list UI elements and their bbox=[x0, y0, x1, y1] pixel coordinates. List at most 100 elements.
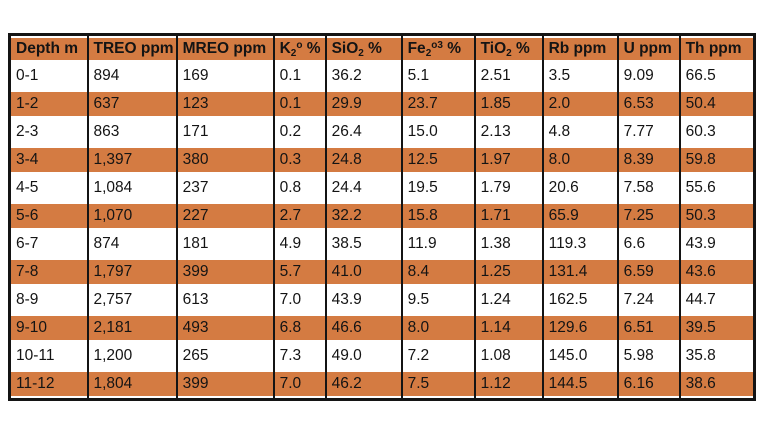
value-cell: 1.85 bbox=[473, 90, 544, 118]
value-cell: 181 bbox=[175, 230, 275, 258]
value-cell: 2.7 bbox=[272, 202, 327, 230]
value-cell: 894 bbox=[86, 62, 178, 90]
value-cell: 169 bbox=[175, 62, 275, 90]
value-cell: 399 bbox=[175, 258, 275, 286]
value-cell: 145.0 bbox=[541, 342, 619, 370]
value-cell: 2.51 bbox=[473, 62, 544, 90]
column-header: TREO ppm bbox=[86, 34, 178, 62]
value-cell: 5.98 bbox=[616, 342, 681, 370]
assay-table: Depth m TREO ppm MREO ppm K2o % SiO2 % Fe2o3 … bbox=[8, 33, 757, 401]
value-cell: 1,797 bbox=[86, 258, 178, 286]
value-cell: 1,397 bbox=[86, 146, 178, 174]
value-cell: 7.5 bbox=[400, 370, 476, 400]
value-cell: 35.8 bbox=[678, 342, 756, 370]
value-cell: 0.3 bbox=[272, 146, 327, 174]
value-cell: 7.2 bbox=[400, 342, 476, 370]
value-cell: 8.4 bbox=[400, 258, 476, 286]
value-cell: 43.9 bbox=[678, 230, 756, 258]
table-row: 3-4 1,397 380 0.3 24.8 12.5 1.97 8.0 8.39 59.8 bbox=[8, 146, 756, 174]
value-cell: 613 bbox=[175, 286, 275, 314]
value-cell: 12.5 bbox=[400, 146, 476, 174]
value-cell: 5.1 bbox=[400, 62, 476, 90]
value-cell: 46.2 bbox=[324, 370, 403, 400]
value-cell: 38.5 bbox=[324, 230, 403, 258]
value-cell: 43.9 bbox=[324, 286, 403, 314]
value-cell: 1.38 bbox=[473, 230, 544, 258]
value-cell: 19.5 bbox=[400, 174, 476, 202]
value-cell: 2,181 bbox=[86, 314, 178, 342]
value-cell: 6.51 bbox=[616, 314, 681, 342]
column-header: SiO2 % bbox=[324, 34, 403, 62]
table-row: 10-11 1,200 265 7.3 49.0 7.2 1.08 145.0 5.98 35.8 bbox=[8, 342, 756, 370]
table-header: Depth m TREO ppm MREO ppm K2o % SiO2 % Fe2o3 … bbox=[8, 34, 756, 62]
value-cell: 1,070 bbox=[86, 202, 178, 230]
value-cell: 6.8 bbox=[272, 314, 327, 342]
value-cell: 2.13 bbox=[473, 118, 544, 146]
value-cell: 44.7 bbox=[678, 286, 756, 314]
depth-cell: 11-12 bbox=[8, 370, 89, 400]
table-row: 9-10 2,181 493 6.8 46.6 8.0 1.14 129.6 6.51 39.5 bbox=[8, 314, 756, 342]
depth-cell: 6-7 bbox=[8, 230, 89, 258]
value-cell: 38.6 bbox=[678, 370, 756, 400]
value-cell: 39.5 bbox=[678, 314, 756, 342]
depth-cell: 10-11 bbox=[8, 342, 89, 370]
value-cell: 0.1 bbox=[272, 62, 327, 90]
value-cell: 1,200 bbox=[86, 342, 178, 370]
depth-cell: 0-1 bbox=[8, 62, 89, 90]
header-row: Depth m TREO ppm MREO ppm K2o % SiO2 % Fe2o3 … bbox=[8, 34, 756, 62]
column-header: TiO2 % bbox=[473, 34, 544, 62]
value-cell: 1.71 bbox=[473, 202, 544, 230]
table-row: 8-9 2,757 613 7.0 43.9 9.5 1.24 162.5 7.24 44.7 bbox=[8, 286, 756, 314]
value-cell: 3.5 bbox=[541, 62, 619, 90]
value-cell: 2,757 bbox=[86, 286, 178, 314]
assay-table-container: Depth m TREO ppm MREO ppm K2o % SiO2 % Fe2o3 … bbox=[8, 33, 757, 401]
value-cell: 144.5 bbox=[541, 370, 619, 400]
value-cell: 129.6 bbox=[541, 314, 619, 342]
value-cell: 6.6 bbox=[616, 230, 681, 258]
table-row: 2-3 863 171 0.2 26.4 15.0 2.13 4.8 7.77 60.3 bbox=[8, 118, 756, 146]
value-cell: 9.09 bbox=[616, 62, 681, 90]
value-cell: 49.0 bbox=[324, 342, 403, 370]
value-cell: 1.97 bbox=[473, 146, 544, 174]
value-cell: 171 bbox=[175, 118, 275, 146]
column-header: Fe2o3 % bbox=[400, 34, 476, 62]
value-cell: 24.8 bbox=[324, 146, 403, 174]
value-cell: 8.0 bbox=[541, 146, 619, 174]
value-cell: 399 bbox=[175, 370, 275, 400]
value-cell: 43.6 bbox=[678, 258, 756, 286]
value-cell: 1.79 bbox=[473, 174, 544, 202]
depth-cell: 5-6 bbox=[8, 202, 89, 230]
value-cell: 1.14 bbox=[473, 314, 544, 342]
value-cell: 7.77 bbox=[616, 118, 681, 146]
value-cell: 2.0 bbox=[541, 90, 619, 118]
value-cell: 26.4 bbox=[324, 118, 403, 146]
value-cell: 15.8 bbox=[400, 202, 476, 230]
depth-cell: 9-10 bbox=[8, 314, 89, 342]
table-row: 11-12 1,804 399 7.0 46.2 7.5 1.12 144.5 6.16 38.6 bbox=[8, 370, 756, 400]
column-header: Rb ppm bbox=[541, 34, 619, 62]
value-cell: 0.2 bbox=[272, 118, 327, 146]
column-header: U ppm bbox=[616, 34, 681, 62]
value-cell: 4.9 bbox=[272, 230, 327, 258]
value-cell: 5.7 bbox=[272, 258, 327, 286]
value-cell: 874 bbox=[86, 230, 178, 258]
column-header: Depth m bbox=[8, 34, 89, 62]
value-cell: 50.3 bbox=[678, 202, 756, 230]
value-cell: 6.53 bbox=[616, 90, 681, 118]
column-header: Th ppm bbox=[678, 34, 756, 62]
value-cell: 227 bbox=[175, 202, 275, 230]
table-row: 5-6 1,070 227 2.7 32.2 15.8 1.71 65.9 7.25 50.3 bbox=[8, 202, 756, 230]
value-cell: 36.2 bbox=[324, 62, 403, 90]
value-cell: 1.25 bbox=[473, 258, 544, 286]
value-cell: 1.08 bbox=[473, 342, 544, 370]
value-cell: 23.7 bbox=[400, 90, 476, 118]
depth-cell: 7-8 bbox=[8, 258, 89, 286]
value-cell: 29.9 bbox=[324, 90, 403, 118]
value-cell: 55.6 bbox=[678, 174, 756, 202]
value-cell: 7.24 bbox=[616, 286, 681, 314]
value-cell: 65.9 bbox=[541, 202, 619, 230]
value-cell: 41.0 bbox=[324, 258, 403, 286]
value-cell: 237 bbox=[175, 174, 275, 202]
table-row: 0-1 894 169 0.1 36.2 5.1 2.51 3.5 9.09 66.5 bbox=[8, 62, 756, 90]
